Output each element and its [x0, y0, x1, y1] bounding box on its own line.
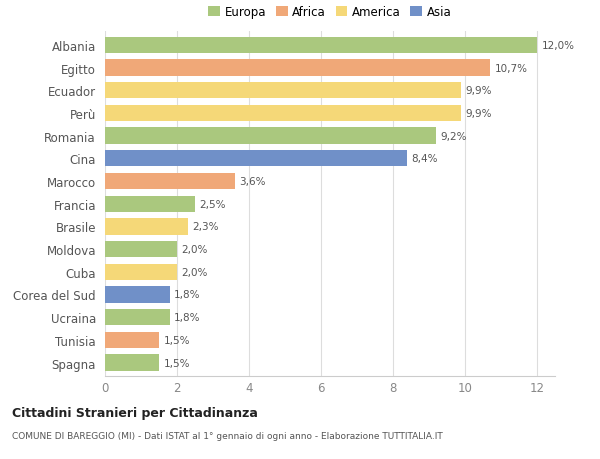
Text: 1,8%: 1,8% — [174, 290, 200, 300]
Bar — [105, 309, 170, 325]
Bar — [105, 241, 177, 257]
Text: COMUNE DI BAREGGIO (MI) - Dati ISTAT al 1° gennaio di ogni anno - Elaborazione T: COMUNE DI BAREGGIO (MI) - Dati ISTAT al … — [12, 431, 443, 441]
Text: 1,8%: 1,8% — [174, 313, 200, 323]
Text: 8,4%: 8,4% — [412, 154, 438, 164]
Bar — [105, 106, 461, 122]
Bar — [105, 174, 235, 190]
Bar — [105, 196, 195, 213]
Legend: Europa, Africa, America, Asia: Europa, Africa, America, Asia — [206, 4, 454, 21]
Bar — [105, 264, 177, 280]
Text: 12,0%: 12,0% — [541, 41, 574, 50]
Text: 9,2%: 9,2% — [440, 131, 467, 141]
Text: 2,0%: 2,0% — [181, 267, 208, 277]
Text: 1,5%: 1,5% — [163, 358, 190, 368]
Text: 2,0%: 2,0% — [181, 245, 208, 255]
Text: Cittadini Stranieri per Cittadinanza: Cittadini Stranieri per Cittadinanza — [12, 406, 258, 419]
Bar — [105, 332, 159, 348]
Bar — [105, 287, 170, 303]
Text: 10,7%: 10,7% — [494, 63, 527, 73]
Bar — [105, 83, 461, 99]
Text: 9,9%: 9,9% — [466, 86, 492, 96]
Text: 2,3%: 2,3% — [192, 222, 218, 232]
Bar — [105, 60, 490, 77]
Text: 1,5%: 1,5% — [163, 335, 190, 345]
Text: 9,9%: 9,9% — [466, 109, 492, 119]
Bar — [105, 151, 407, 167]
Bar — [105, 219, 188, 235]
Bar — [105, 128, 436, 145]
Bar — [105, 38, 537, 54]
Bar — [105, 355, 159, 371]
Text: 2,5%: 2,5% — [199, 199, 226, 209]
Text: 3,6%: 3,6% — [239, 177, 265, 187]
